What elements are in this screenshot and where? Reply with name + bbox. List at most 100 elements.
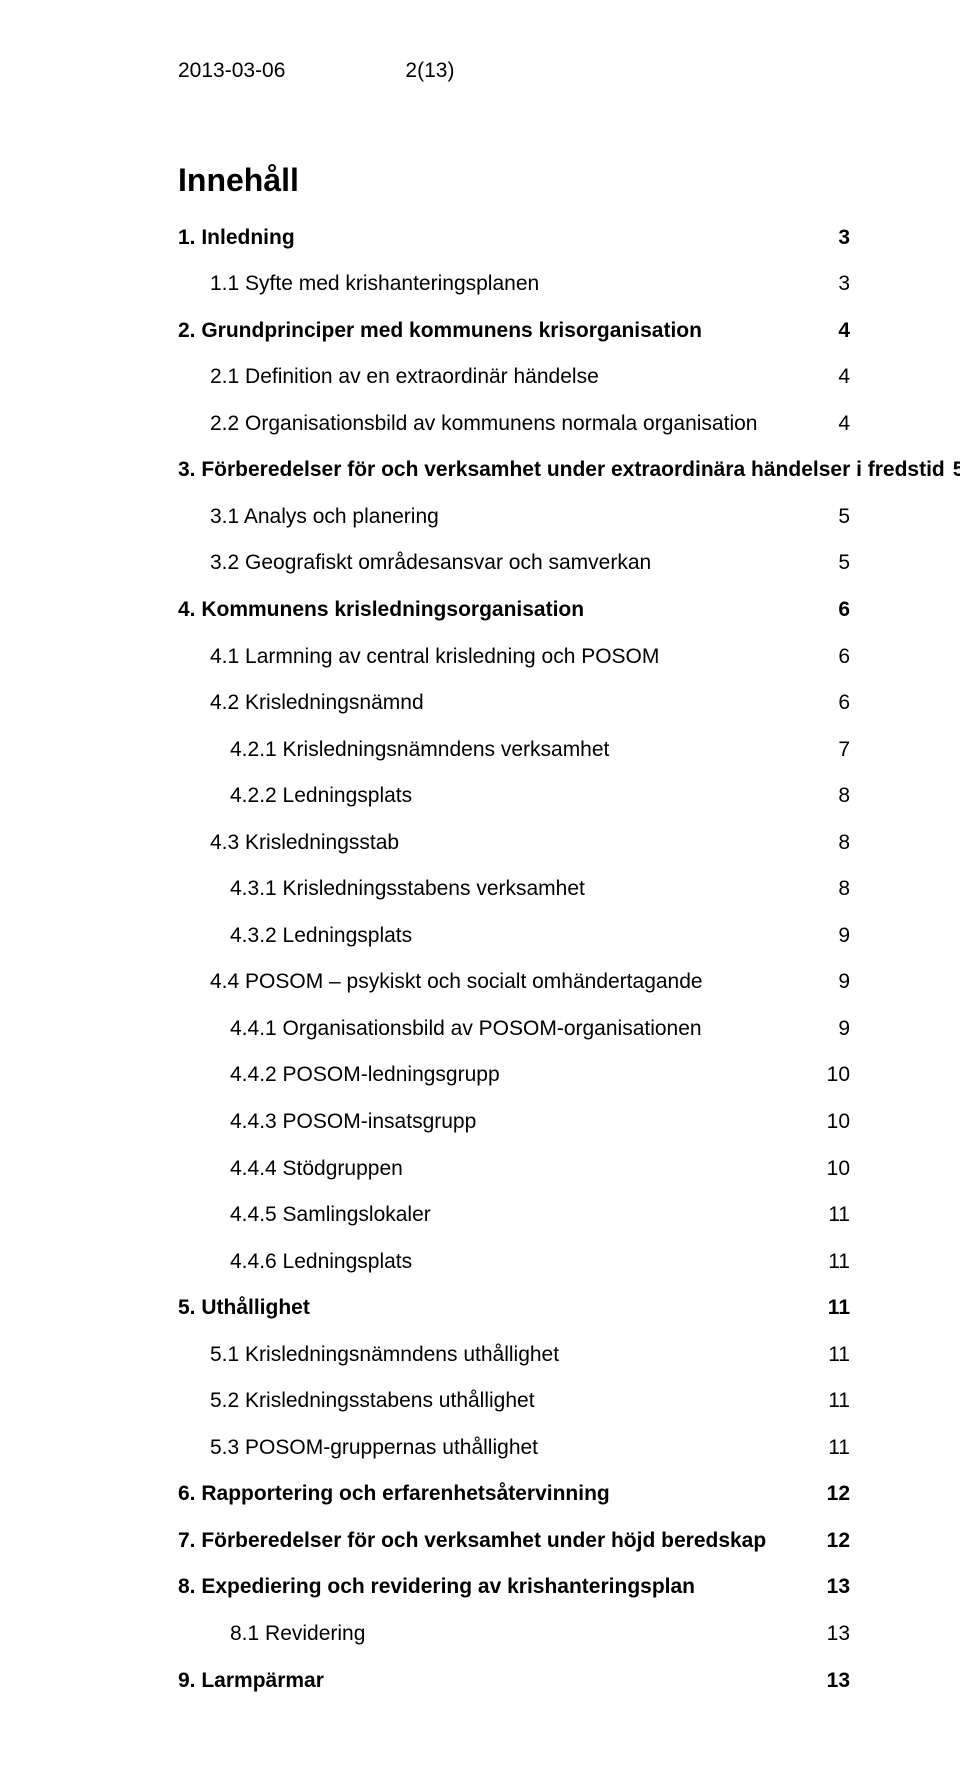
- toc-row: 1.1 Syfte med krishanteringsplanen 3: [178, 268, 850, 301]
- toc-page-number: 11: [828, 1199, 850, 1232]
- toc-row: 4.4 POSOM – psykiskt och socialt omhände…: [178, 966, 850, 999]
- toc-page-number: 9: [838, 1013, 850, 1046]
- toc-label: 4.4.1 Organisationsbild av POSOM-organis…: [230, 1013, 702, 1046]
- toc-page-number: 11: [828, 1432, 850, 1465]
- toc-row: 4.4.4 Stödgruppen 10: [178, 1153, 850, 1186]
- toc-row: 4.3.1 Krisledningsstabens verksamhet 8: [178, 873, 850, 906]
- toc-label: 4.4 POSOM – psykiskt och socialt omhände…: [210, 966, 703, 999]
- toc-label: 8.1 Revidering: [230, 1618, 365, 1651]
- toc-label: 4.3 Krisledningsstab: [210, 827, 399, 860]
- header-pageref: 2(13): [405, 58, 454, 83]
- toc-page-number: 12: [827, 1525, 850, 1558]
- toc-page-number: 13: [827, 1571, 850, 1604]
- toc-label: 5.1 Krisledningsnämndens uthållighet: [210, 1339, 559, 1372]
- toc-page-number: 11: [828, 1292, 850, 1325]
- toc-label: 4.1 Larmning av central krisledning och …: [210, 641, 659, 674]
- toc-page-number: 8: [838, 780, 850, 813]
- toc-row: 4.4.6 Ledningsplats 11: [178, 1246, 850, 1279]
- toc-title: Innehåll: [178, 161, 850, 199]
- toc-page-number: 11: [828, 1385, 850, 1418]
- toc-row: 3.2 Geografiskt områdesansvar och samver…: [178, 547, 850, 580]
- toc-row: 5.1 Krisledningsnämndens uthållighet 11: [178, 1339, 850, 1372]
- toc-label: 4.4.5 Samlingslokaler: [230, 1199, 431, 1232]
- toc-label: 5. Uthållighet: [178, 1292, 310, 1325]
- toc-label: 2. Grundprinciper med kommunens krisorga…: [178, 315, 702, 348]
- toc-page-number: 7: [838, 734, 850, 767]
- toc-label: 2.1 Definition av en extraordinär händel…: [210, 361, 599, 394]
- toc-row: 4.3 Krisledningsstab 8: [178, 827, 850, 860]
- toc-row: 4.4.5 Samlingslokaler 11: [178, 1199, 850, 1232]
- toc-page-number: 3: [838, 268, 850, 301]
- toc-page-number: 12: [827, 1478, 850, 1511]
- toc-row: 5.2 Krisledningsstabens uthållighet 11: [178, 1385, 850, 1418]
- toc-row: 1. Inledning 3: [178, 222, 850, 255]
- toc-row: 4. Kommunens krisledningsorganisation 6: [178, 594, 850, 627]
- toc-row: 4.4.1 Organisationsbild av POSOM-organis…: [178, 1013, 850, 1046]
- toc-label: 4.4.6 Ledningsplats: [230, 1246, 412, 1279]
- toc-label: 6. Rapportering och erfarenhetsåtervinni…: [178, 1478, 610, 1511]
- toc-row: 5. Uthållighet 11: [178, 1292, 850, 1325]
- toc-page-number: 5: [838, 547, 850, 580]
- toc-page-number: 13: [827, 1618, 850, 1651]
- toc-page-number: 4: [838, 315, 850, 348]
- toc-label: 4.4.2 POSOM-ledningsgrupp: [230, 1059, 500, 1092]
- toc-page-number: 6: [838, 641, 850, 674]
- toc-label: 9. Larmpärmar: [178, 1665, 324, 1698]
- toc-row: 4.1 Larmning av central krisledning och …: [178, 641, 850, 674]
- toc-page-number: 5: [953, 454, 960, 487]
- toc-row: 8.1 Revidering 13: [178, 1618, 850, 1651]
- toc-page-number: 4: [838, 361, 850, 394]
- header-date: 2013-03-06: [178, 58, 285, 83]
- toc-page-number: 9: [838, 966, 850, 999]
- toc-row: 2.1 Definition av en extraordinär händel…: [178, 361, 850, 394]
- toc-row: 9. Larmpärmar 13: [178, 1665, 850, 1698]
- toc-page-number: 5: [838, 501, 850, 534]
- toc-page-number: 11: [828, 1339, 850, 1372]
- toc-label: 4.2 Krisledningsnämnd: [210, 687, 424, 720]
- toc-label: 3.1 Analys och planering: [210, 501, 439, 534]
- toc-label: 4.3.2 Ledningsplats: [230, 920, 412, 953]
- toc-page-number: 13: [827, 1665, 850, 1698]
- page-header: 2013-03-06 2(13): [178, 58, 850, 83]
- toc-page-number: 4: [838, 408, 850, 441]
- toc-page-number: 6: [838, 687, 850, 720]
- toc-row: 4.2.2 Ledningsplats 8: [178, 780, 850, 813]
- toc-row: 7. Förberedelser för och verksamhet unde…: [178, 1525, 850, 1558]
- toc-page-number: 8: [838, 827, 850, 860]
- toc-page-number: 10: [827, 1153, 850, 1186]
- toc-page-number: 11: [828, 1246, 850, 1279]
- toc: 1. Inledning 31.1 Syfte med krishanterin…: [178, 222, 850, 1698]
- toc-label: 2.2 Organisationsbild av kommunens norma…: [210, 408, 757, 441]
- toc-label: 1.1 Syfte med krishanteringsplanen: [210, 268, 539, 301]
- toc-label: 4.2.2 Ledningsplats: [230, 780, 412, 813]
- toc-label: 4.2.1 Krisledningsnämndens verksamhet: [230, 734, 609, 767]
- toc-page-number: 10: [827, 1059, 850, 1092]
- toc-row: 4.2 Krisledningsnämnd 6: [178, 687, 850, 720]
- toc-row: 3. Förberedelser för och verksamhet unde…: [178, 454, 850, 487]
- toc-label: 8. Expediering och revidering av krishan…: [178, 1571, 695, 1604]
- toc-row: 8. Expediering och revidering av krishan…: [178, 1571, 850, 1604]
- toc-label: 4.4.3 POSOM-insatsgrupp: [230, 1106, 476, 1139]
- toc-label: 1. Inledning: [178, 222, 295, 255]
- toc-label: 4.4.4 Stödgruppen: [230, 1153, 403, 1186]
- toc-row: 4.4.3 POSOM-insatsgrupp 10: [178, 1106, 850, 1139]
- toc-page-number: 6: [838, 594, 850, 627]
- toc-row: 6. Rapportering och erfarenhetsåtervinni…: [178, 1478, 850, 1511]
- toc-row: 5.3 POSOM-gruppernas uthållighet 11: [178, 1432, 850, 1465]
- toc-row: 2. Grundprinciper med kommunens krisorga…: [178, 315, 850, 348]
- toc-label: 3. Förberedelser för och verksamhet unde…: [178, 454, 945, 487]
- toc-row: 3.1 Analys och planering 5: [178, 501, 850, 534]
- toc-page-number: 10: [827, 1106, 850, 1139]
- toc-row: 4.2.1 Krisledningsnämndens verksamhet 7: [178, 734, 850, 767]
- toc-label: 5.2 Krisledningsstabens uthållighet: [210, 1385, 535, 1418]
- toc-page-number: 9: [838, 920, 850, 953]
- toc-page-number: 3: [838, 222, 850, 255]
- toc-row: 4.4.2 POSOM-ledningsgrupp 10: [178, 1059, 850, 1092]
- toc-row: 2.2 Organisationsbild av kommunens norma…: [178, 408, 850, 441]
- toc-label: 4.3.1 Krisledningsstabens verksamhet: [230, 873, 585, 906]
- toc-label: 4. Kommunens krisledningsorganisation: [178, 594, 584, 627]
- toc-label: 5.3 POSOM-gruppernas uthållighet: [210, 1432, 538, 1465]
- page: 2013-03-06 2(13) Innehåll 1. Inledning 3…: [0, 0, 960, 1769]
- toc-row: 4.3.2 Ledningsplats 9: [178, 920, 850, 953]
- toc-label: 3.2 Geografiskt områdesansvar och samver…: [210, 547, 651, 580]
